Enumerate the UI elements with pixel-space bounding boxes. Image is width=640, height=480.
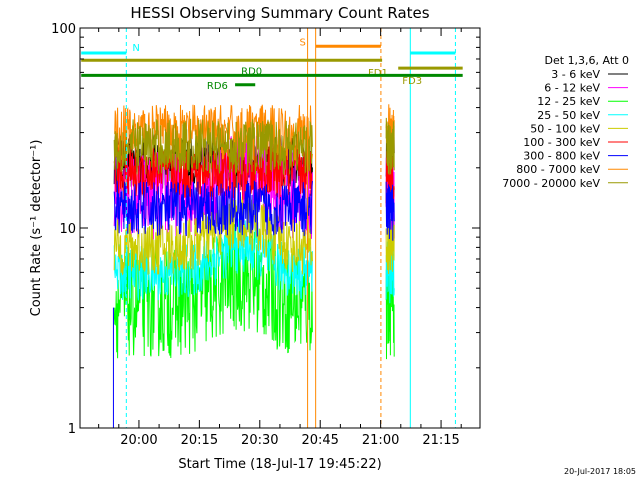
flag-label-rd0: RD0 <box>241 66 262 77</box>
flag-label-s: S <box>300 37 306 48</box>
chart-title: HESSI Observing Summary Count Rates <box>130 4 429 22</box>
series-50-100-kev <box>113 194 395 276</box>
series-trace <box>385 218 395 275</box>
series-trace <box>113 118 313 175</box>
legend-label: 7000 - 20000 keV <box>502 177 600 190</box>
axes: 20:00 20:15 20:30 20:45 21:00 21:15 1 10 100 <box>51 22 480 448</box>
y-tick-label: 10 <box>59 222 76 237</box>
x-axis-label: Start Time (18-Jul-17 19:45:22) <box>178 457 381 472</box>
x-tick-label: 20:15 <box>181 433 218 448</box>
legend-label: 3 - 6 keV <box>551 68 600 81</box>
y-tick-label: 1 <box>68 422 76 437</box>
series-trace <box>385 181 395 241</box>
series-trace <box>385 117 395 175</box>
flag-label-fd1: FD1 <box>368 68 388 79</box>
y-tick-label: 100 <box>51 22 76 37</box>
legend-label: 25 - 50 keV <box>537 109 600 122</box>
legend-label: 12 - 25 keV <box>537 95 600 108</box>
legend-label: 100 - 300 keV <box>523 136 600 149</box>
series-trace <box>113 224 313 359</box>
plot-area: N S FD1 FD3 RD0 RD6 <box>79 28 463 428</box>
x-tick-label: 21:00 <box>362 433 399 448</box>
series-7000-20000-kev <box>113 117 395 175</box>
timestamp: 20-Jul-2017 18:05 <box>564 467 636 476</box>
legend-label: 800 - 7000 keV <box>516 163 600 176</box>
x-tick-label: 20:00 <box>120 433 157 448</box>
flag-label-rd6: RD6 <box>207 81 228 92</box>
legend-label: 50 - 100 keV <box>530 122 600 135</box>
x-tick-label: 20:45 <box>301 433 338 448</box>
legend-label: 6 - 12 keV <box>544 82 600 95</box>
legend-label: 300 - 800 keV <box>523 150 600 163</box>
legend-header: Det 1,3,6, Att 0 <box>545 54 629 67</box>
y-axis-label: Count Rate (s⁻¹ detector⁻¹) <box>29 140 44 317</box>
series-trace <box>113 178 313 237</box>
flag-label-n: N <box>132 43 139 54</box>
x-tick-label: 20:30 <box>241 433 278 448</box>
series-trace <box>113 194 313 276</box>
x-tick-label: 21:15 <box>422 433 459 448</box>
series-300-800-kev <box>113 178 395 241</box>
flag-label-fd3: FD3 <box>402 76 422 87</box>
